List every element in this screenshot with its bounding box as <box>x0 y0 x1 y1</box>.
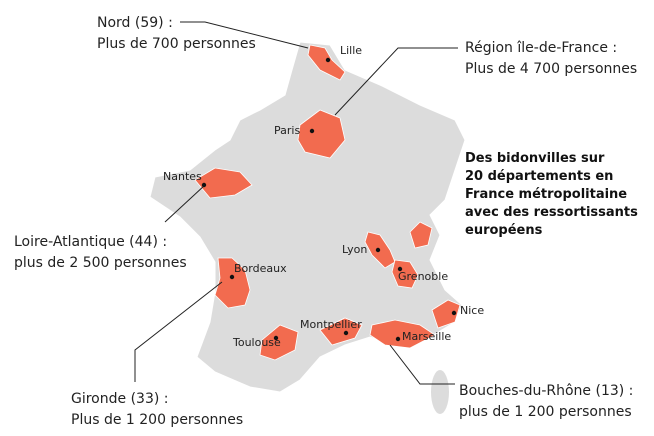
callouts: Nord (59) : Plus de 700 personnes Région… <box>14 15 637 428</box>
title-line: européens <box>465 223 543 238</box>
city-label: Lyon <box>342 243 367 256</box>
title-line: France métropolitaine <box>465 187 627 202</box>
title-line: Des bidonvilles sur <box>465 151 605 166</box>
nord <box>307 44 346 81</box>
city-dot <box>375 247 381 253</box>
alpes-maritimes <box>431 299 461 329</box>
title-line: 20 départements en <box>465 169 613 184</box>
callout-name: Nord (59) : <box>97 15 173 31</box>
herault <box>319 317 363 346</box>
callout-detail: plus de 2 500 personnes <box>14 255 187 271</box>
callout-detail: Plus de 1 200 personnes <box>71 412 243 428</box>
city-dot <box>343 330 349 336</box>
isere <box>391 259 419 289</box>
callout-name: Bouches-du-Rhône (13) : <box>459 383 633 399</box>
haute-garonne <box>259 324 299 361</box>
bouches-du-rhone <box>369 319 436 349</box>
city-label: Toulouse <box>232 336 281 349</box>
leader-line <box>180 21 309 49</box>
ile-de-france <box>297 109 346 159</box>
departments <box>194 44 461 361</box>
leader-line <box>164 184 206 223</box>
city-dot <box>229 274 235 280</box>
city-label: Paris <box>274 124 300 137</box>
title-block: Des bidonvilles sur 20 départements en F… <box>465 151 638 238</box>
city-dot <box>395 336 401 342</box>
city-label: Marseille <box>402 330 451 343</box>
callout-name: Région île-de-France : <box>465 40 617 56</box>
city-labels: Lille Paris Nantes Bordeaux Lyon Grenobl… <box>163 44 484 349</box>
city-label: Nantes <box>163 170 202 183</box>
leader-line <box>334 47 458 116</box>
callout-name: Gironde (33) : <box>71 391 168 407</box>
title-line: avec des ressortissants <box>465 205 638 220</box>
callout-name: Loire-Atlantique (44) : <box>14 234 167 250</box>
loire-atlantique <box>194 167 253 199</box>
leader-line <box>389 344 455 385</box>
callout-detail: plus de 1 200 personnes <box>459 404 632 420</box>
city-label: Nice <box>460 304 484 317</box>
city-label: Grenoble <box>398 270 448 283</box>
leader-lines <box>134 21 458 385</box>
city-label: Montpellier <box>300 318 362 331</box>
city-dot <box>273 335 279 341</box>
city-dot <box>309 128 315 134</box>
city-dot <box>325 57 331 63</box>
city-label: Bordeaux <box>234 262 287 275</box>
city-dot <box>201 182 207 188</box>
haute-savoie <box>409 221 433 249</box>
city-dot <box>451 310 457 316</box>
corsica <box>431 370 449 414</box>
callout-detail: Plus de 4 700 personnes <box>465 61 637 77</box>
callout-detail: Plus de 700 personnes <box>97 36 256 52</box>
city-dots <box>201 57 457 342</box>
city-dot <box>397 266 403 272</box>
gironde <box>214 257 251 309</box>
leader-line <box>134 281 223 382</box>
city-label: Lille <box>340 44 362 57</box>
